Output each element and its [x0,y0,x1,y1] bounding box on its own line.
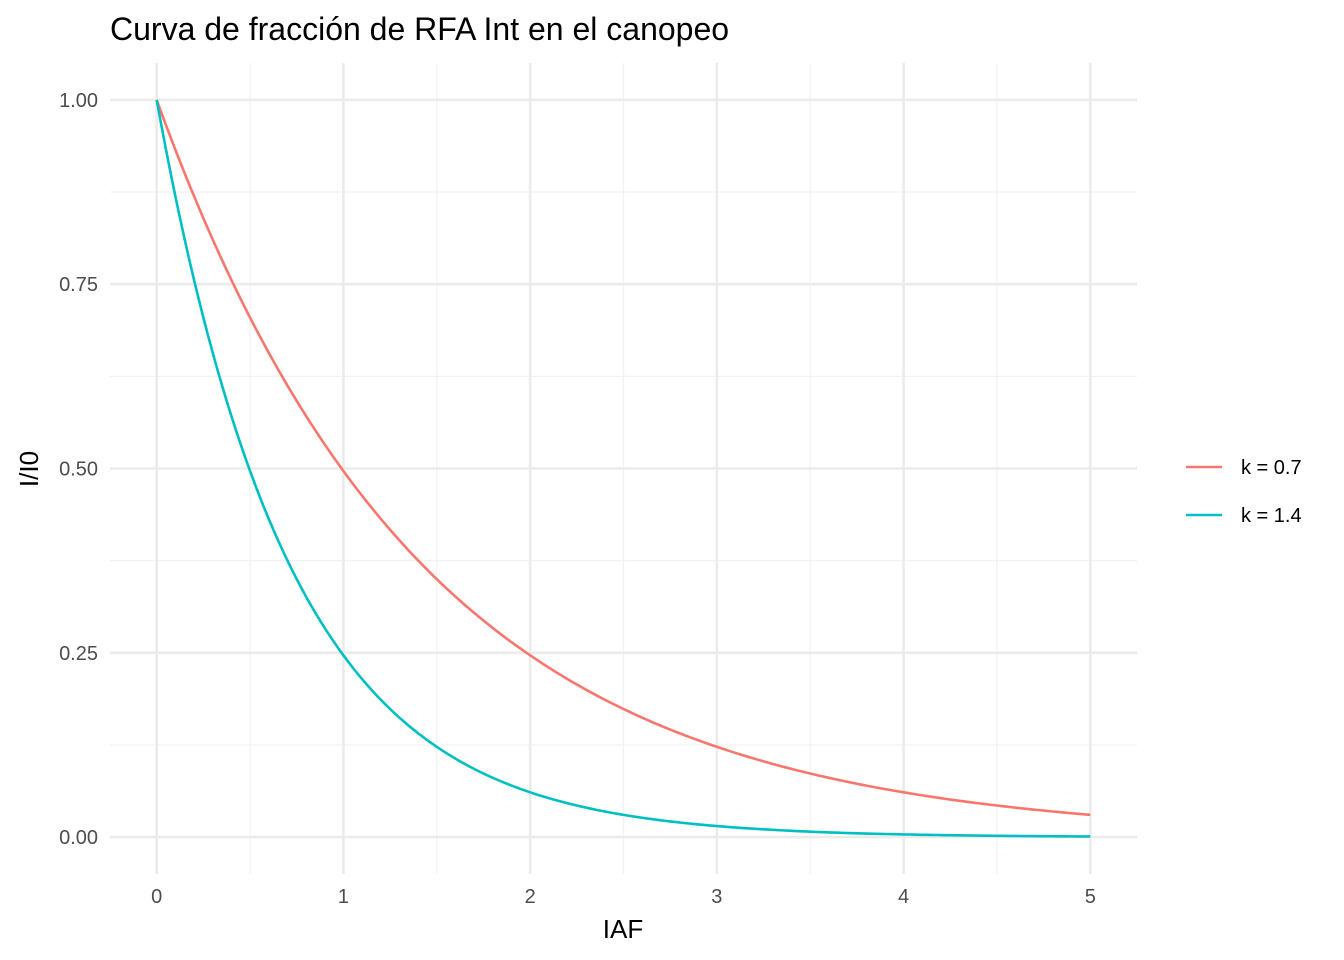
series-line-1 [155,99,1091,817]
y-axis-ticks: 0.00 0.25 0.50 0.75 1.00 [59,90,98,849]
x-tick-label: 4 [898,886,909,908]
series-line-2 [155,99,1091,838]
y-tick-label: 0.25 [59,643,98,665]
chart-title: Curva de fracción de RFA Int en el canop… [110,11,729,47]
legend-label-1: k = 0.7 [1241,457,1302,479]
legend-label-2: k = 1.4 [1241,505,1302,527]
series-lines [155,99,1091,838]
legend: k = 0.7 k = 1.4 [1186,457,1302,527]
major-gridlines [110,63,1137,874]
y-tick-label: 1.00 [59,90,98,112]
y-tick-label: 0.50 [59,459,98,481]
x-axis-ticks: 0 1 2 3 4 5 [151,886,1096,908]
x-tick-label: 5 [1085,886,1096,908]
x-tick-label: 3 [711,886,722,908]
x-tick-label: 1 [338,886,349,908]
x-axis-title: IAF [603,914,643,944]
y-tick-label: 0.75 [59,274,98,296]
y-axis-title: I/I0 [14,451,44,487]
x-tick-label: 2 [525,886,536,908]
y-tick-label: 0.00 [59,827,98,849]
x-tick-label: 0 [151,886,162,908]
